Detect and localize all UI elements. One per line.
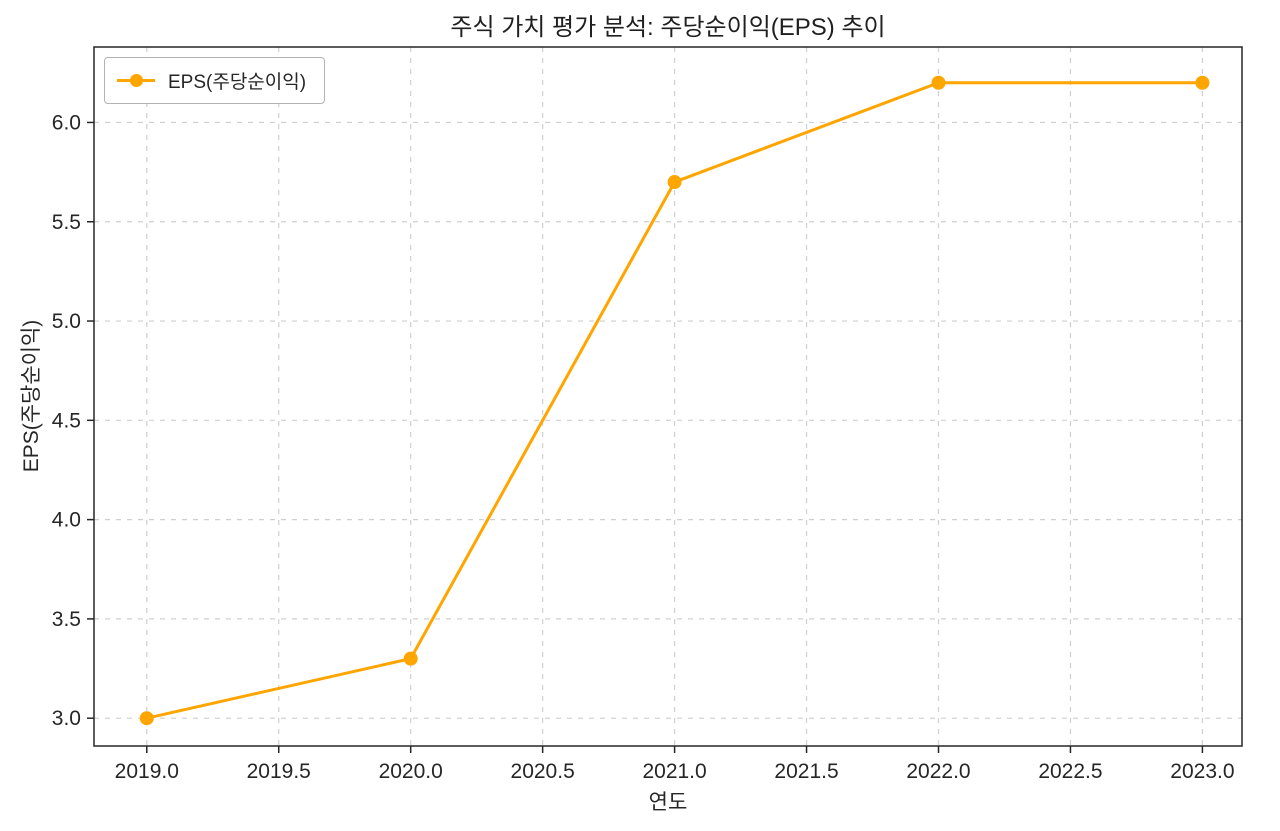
x-tick-label: 2019.5 xyxy=(247,760,311,783)
x-tick-label: 2019.0 xyxy=(115,760,179,783)
legend-marker-dot xyxy=(129,74,143,87)
legend-label: EPS(주당순이익) xyxy=(168,72,307,93)
chart-title: 주식 가치 평가 분석: 주당순이익(EPS) 추이 xyxy=(450,14,886,41)
data-point-marker xyxy=(139,711,154,726)
x-tick-label: 2022.5 xyxy=(1038,760,1102,783)
legend-line-marker-icon xyxy=(117,74,155,88)
x-tick-label: 2023.0 xyxy=(1170,760,1234,783)
data-point-marker xyxy=(667,175,682,190)
y-tick-label: 5.5 xyxy=(52,211,81,234)
data-point-marker xyxy=(403,651,418,666)
x-tick-label: 2021.5 xyxy=(774,760,838,783)
y-tick-label: 6.0 xyxy=(52,111,81,134)
y-tick-label: 3.0 xyxy=(52,707,81,730)
data-point-marker xyxy=(1195,75,1210,90)
y-tick-label: 4.5 xyxy=(52,409,81,432)
x-tick-label: 2021.0 xyxy=(642,760,706,783)
x-tick-label: 2020.0 xyxy=(379,760,443,783)
x-tick-label: 2022.0 xyxy=(906,760,970,783)
y-tick-label: 5.0 xyxy=(52,310,81,333)
legend: EPS(주당순이익) xyxy=(104,57,326,104)
data-point-marker xyxy=(931,75,946,90)
axes-spines xyxy=(93,46,1243,747)
x-tick-label: 2020.5 xyxy=(511,760,575,783)
x-axis-label: 연도 xyxy=(648,791,688,814)
y-tick-label: 4.0 xyxy=(52,509,81,532)
y-tick-label: 3.5 xyxy=(52,608,81,631)
